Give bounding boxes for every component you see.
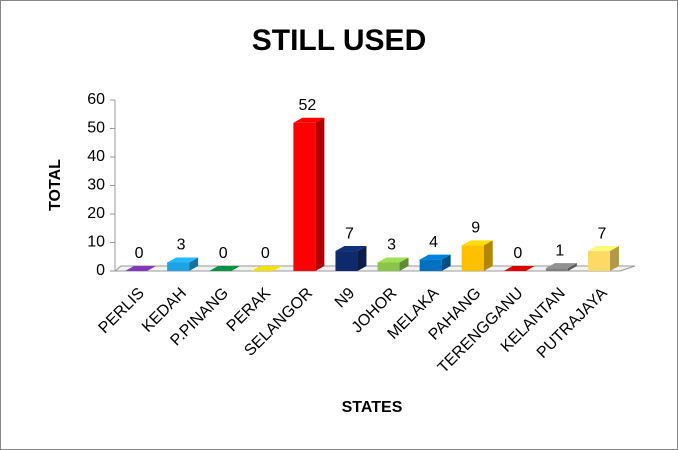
data-label: 3 — [177, 237, 186, 254]
bar-side — [357, 246, 367, 271]
bar — [545, 268, 568, 271]
bar — [293, 122, 316, 271]
bar-side — [609, 246, 619, 271]
bar — [587, 251, 610, 271]
y-axis-label: TOTAL — [47, 159, 64, 211]
bar-side — [315, 117, 325, 271]
y-tick-label: 10 — [87, 234, 105, 251]
bar-side — [483, 240, 493, 271]
bar-top — [167, 257, 199, 263]
data-label: 3 — [387, 237, 396, 254]
bar — [419, 259, 442, 271]
bar — [167, 262, 190, 271]
bar-top — [251, 266, 283, 271]
bar-top — [293, 117, 325, 123]
y-tick-label: 30 — [87, 177, 105, 194]
data-label: 1 — [555, 242, 564, 259]
bar — [461, 245, 484, 271]
bar-top — [419, 254, 451, 260]
bar — [377, 262, 400, 271]
chart-title: STILL USED — [252, 24, 426, 57]
bar-side — [567, 263, 577, 271]
y-tick-label: 60 — [87, 91, 105, 108]
data-label: 9 — [471, 220, 480, 237]
bar-top — [335, 246, 367, 252]
x-axis-label: STATES — [342, 399, 403, 416]
bar-side — [399, 257, 409, 271]
y-tick-label: 0 — [96, 262, 105, 279]
y-tick-label: 40 — [87, 148, 105, 165]
bar-top — [209, 266, 241, 271]
bar-top — [377, 257, 409, 263]
data-label: 4 — [429, 234, 438, 251]
bar-top — [587, 246, 619, 252]
y-tick-label: 20 — [87, 205, 105, 222]
bar-top — [545, 263, 577, 269]
bar-side — [441, 254, 451, 271]
data-label: 0 — [135, 245, 144, 262]
data-label: 7 — [598, 225, 607, 242]
floor — [113, 265, 636, 272]
data-label: 0 — [261, 245, 270, 262]
bar-side — [189, 257, 199, 271]
data-label: 0 — [219, 245, 228, 262]
data-label: 7 — [345, 225, 354, 242]
bar — [335, 251, 358, 271]
y-tick-label: 50 — [87, 120, 105, 137]
data-label: 0 — [513, 245, 522, 262]
bar-top — [503, 266, 535, 271]
bar-top — [125, 266, 157, 271]
bar-top — [461, 240, 493, 246]
data-label: 52 — [298, 97, 316, 114]
